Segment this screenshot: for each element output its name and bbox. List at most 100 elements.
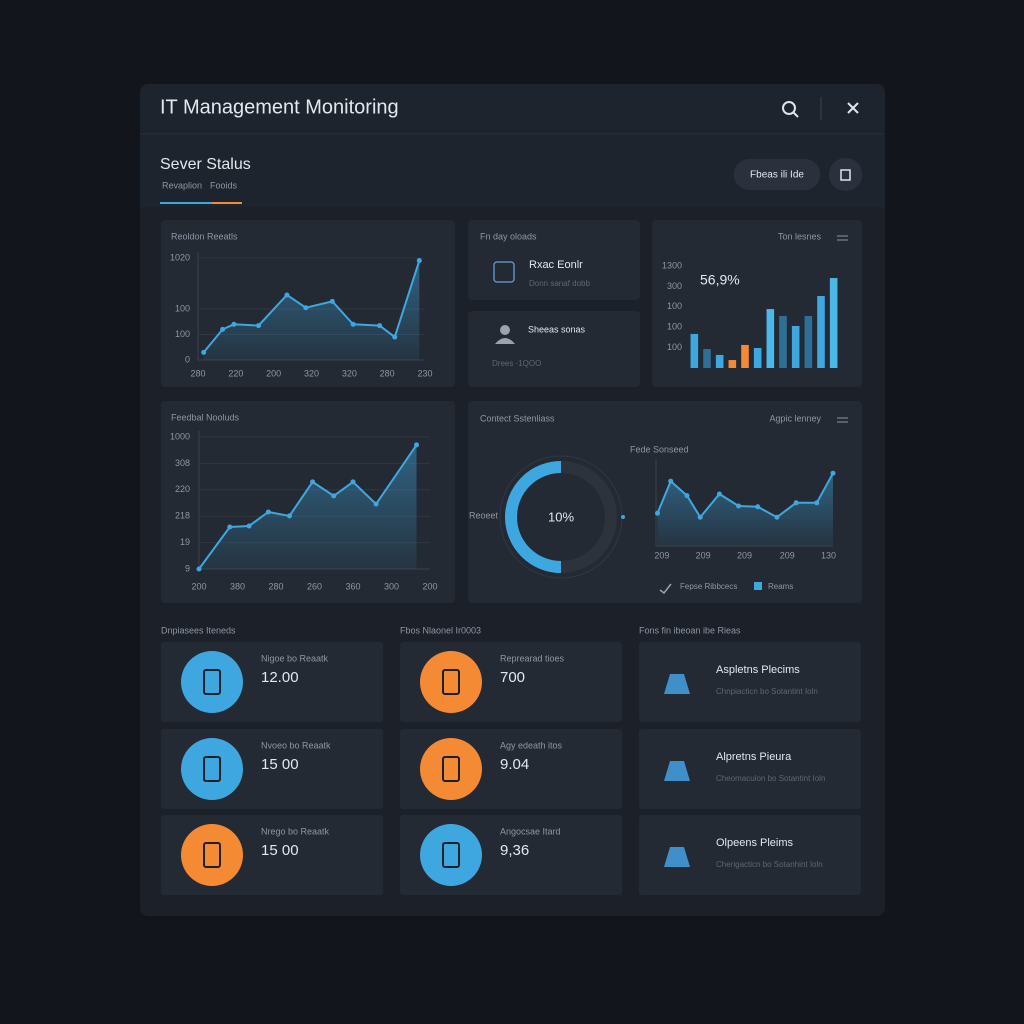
search-button[interactable]	[782, 101, 799, 118]
icon	[495, 338, 515, 344]
column-title: Fons fin ibeoan ibe Rieas	[639, 625, 741, 635]
icon	[500, 325, 510, 335]
card-label: Nrego bo Reaatk	[261, 826, 330, 836]
card-sub: Cheomaculon bo Sotantint Ioln	[716, 774, 825, 783]
legend-label: Fepse Ribbcecs	[680, 582, 737, 591]
tab-indicator	[212, 202, 242, 204]
tab-indicator	[160, 202, 212, 204]
icon	[203, 842, 221, 868]
card-value: 9.04	[500, 756, 529, 773]
point	[201, 349, 207, 355]
card-title: Sheeas sonas	[528, 324, 586, 334]
x-tick-label: 230	[417, 368, 432, 378]
x-tick-label: 280	[380, 368, 395, 378]
icon	[442, 756, 460, 782]
icon-badge	[420, 738, 482, 800]
tab[interactable]: Fooids	[210, 180, 238, 190]
filter-button[interactable]	[734, 159, 820, 190]
point	[256, 323, 262, 329]
point	[830, 470, 836, 476]
icon	[442, 669, 460, 695]
x-tick-label: 200	[191, 581, 206, 591]
x-tick-label: 209	[737, 550, 752, 560]
section-title: Sever Stalus	[160, 156, 251, 173]
icon	[203, 756, 221, 782]
title-bar	[140, 84, 885, 134]
dot	[621, 515, 625, 519]
legend-label: Reams	[768, 582, 793, 591]
panel-title: Fn day oloads	[480, 231, 537, 241]
point	[231, 321, 237, 327]
card-title: Rxac Eonlr	[529, 259, 583, 271]
point	[286, 513, 292, 519]
chart-title: Fede Sonseed	[630, 444, 689, 454]
card-sub: Cherigacticn bo Sotanhint Ioln	[716, 860, 823, 869]
point	[350, 321, 356, 327]
y-tick-label: 1020	[170, 252, 190, 262]
card-value: 15 00	[261, 842, 299, 859]
x-tick-label: 130	[821, 550, 836, 560]
icon-badge	[181, 824, 243, 886]
icon	[840, 169, 851, 181]
chart-title: Ton lesnes	[778, 231, 822, 241]
menu-icon[interactable]	[837, 235, 848, 241]
y-tick-label: 9	[185, 563, 190, 573]
bar	[779, 315, 787, 368]
card	[639, 642, 861, 722]
point	[755, 504, 761, 510]
icon	[442, 842, 460, 868]
y-tick-label: 100	[667, 342, 682, 352]
card-label: Reprearad tioes	[500, 653, 565, 663]
point	[774, 514, 780, 520]
card-label: Alpretns Pieura	[716, 751, 792, 763]
bar	[804, 315, 813, 368]
y-tick-label: 100	[667, 322, 682, 332]
card-label: Agy edeath itos	[500, 740, 563, 750]
x-tick-label: 360	[345, 581, 360, 591]
icon	[493, 261, 515, 283]
icon	[664, 761, 690, 781]
point	[377, 323, 383, 329]
bar	[766, 309, 775, 368]
icon-badge	[181, 738, 243, 800]
point	[265, 509, 271, 515]
y-tick-label: 100	[175, 303, 190, 313]
point	[303, 305, 309, 311]
icon	[664, 847, 690, 867]
close-button[interactable]	[847, 102, 859, 114]
bar	[817, 295, 825, 368]
card-value: 15 00	[261, 756, 299, 773]
y-tick-label: 19	[180, 537, 190, 547]
chart-annotation: 56,9%	[700, 272, 740, 288]
point	[414, 442, 420, 448]
point	[668, 478, 674, 484]
point	[196, 566, 202, 572]
x-tick-label: 320	[342, 368, 357, 378]
card	[639, 815, 861, 895]
tab[interactable]: Revaplion	[162, 180, 202, 190]
card-label: Olpeens Pleims	[716, 837, 794, 849]
column-title: Fbos Nlaonel Ir0003	[400, 625, 481, 635]
point	[814, 500, 820, 506]
x-tick-label: 320	[304, 368, 319, 378]
panel-menu[interactable]: Agpic lenney	[769, 413, 821, 423]
bar	[829, 278, 838, 368]
y-tick-label: 0	[185, 354, 190, 364]
icon-button[interactable]	[829, 158, 862, 191]
point	[220, 326, 226, 332]
point	[310, 479, 316, 485]
line	[198, 444, 418, 570]
y-tick-label: 100	[667, 301, 682, 311]
x-tick-label: 209	[696, 550, 711, 560]
point	[793, 500, 799, 506]
panel	[468, 220, 640, 300]
bar	[690, 333, 699, 368]
menu-icon[interactable]	[837, 417, 848, 423]
legend-icon	[659, 583, 672, 595]
area	[657, 473, 833, 546]
card-label: Nvoeo bo Reaatk	[261, 740, 331, 750]
column-title: Dnpiasees Iteneds	[161, 625, 236, 635]
point	[736, 503, 742, 509]
card-label: Aspletns Plecims	[716, 664, 800, 676]
